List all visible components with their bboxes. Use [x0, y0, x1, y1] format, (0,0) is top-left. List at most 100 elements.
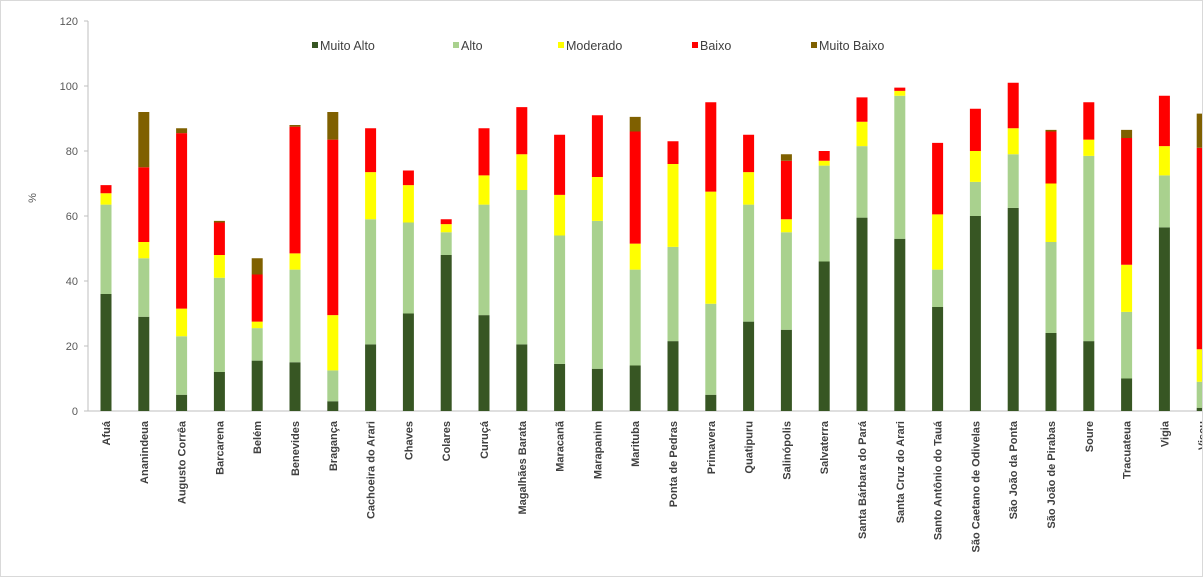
- bar-segment: [440, 255, 452, 411]
- bar-segment: [176, 336, 188, 395]
- bar-segment: [1121, 311, 1133, 379]
- bar-segment: [969, 108, 981, 151]
- bar-segment: [969, 151, 981, 182]
- x-tick-label: Chaves: [403, 421, 415, 460]
- legend-label: Muito Baixo: [819, 39, 884, 53]
- bar-segment: [478, 175, 490, 205]
- bar-segment: [251, 321, 263, 329]
- legend-swatch: [811, 42, 817, 48]
- bar-segment: [176, 128, 188, 134]
- y-tick-label: 100: [60, 81, 78, 93]
- bar-segment: [213, 277, 225, 372]
- x-tick-label: Bragança: [328, 420, 340, 471]
- bar-segment: [1083, 341, 1095, 411]
- bar-segment: [780, 219, 792, 233]
- bar-segment: [516, 190, 528, 345]
- bar-segment: [1083, 139, 1095, 156]
- bar-segment: [1196, 407, 1203, 411]
- x-tick-label: Santo Antônio do Tauá: [933, 420, 945, 540]
- bar-segment: [667, 341, 679, 411]
- bar-segment: [780, 232, 792, 330]
- bar-segment: [478, 315, 490, 411]
- bar-segment: [440, 219, 452, 225]
- bar-segment: [1007, 82, 1019, 129]
- bar-segment: [1196, 349, 1203, 382]
- bar-segment: [138, 242, 150, 259]
- bar-segment: [1083, 102, 1095, 140]
- x-tick-label: Ananindeua: [139, 420, 151, 484]
- bar-segment: [402, 185, 414, 223]
- bar-segment: [1007, 207, 1019, 411]
- x-tick-label: Tracuateua: [1122, 420, 1134, 479]
- x-tick-label: São João de Pirabas: [1046, 421, 1058, 529]
- bar-segment: [591, 115, 603, 177]
- bar-segment: [327, 315, 339, 371]
- y-axis-label: %: [27, 193, 39, 203]
- bar-segment: [856, 146, 868, 218]
- bar-segment: [100, 193, 112, 205]
- bar-segment: [932, 269, 944, 307]
- x-tick-label: São Caetano de Odivelas: [970, 421, 982, 552]
- bar-segment: [667, 164, 679, 247]
- bar-segment: [402, 222, 414, 314]
- legend-swatch: [453, 42, 459, 48]
- x-tick-label: Vigia: [1159, 420, 1171, 447]
- bar-segment: [818, 261, 830, 411]
- bar-segment: [818, 165, 830, 262]
- bar-segment: [213, 372, 225, 411]
- bar-segment: [743, 204, 755, 322]
- bar-segment: [629, 116, 641, 132]
- bar-segment: [289, 125, 301, 127]
- bar-segment: [1121, 138, 1133, 265]
- bar-segment: [402, 170, 414, 186]
- bar-segment: [856, 97, 868, 122]
- y-tick-label: 120: [60, 16, 78, 28]
- bar-segment: [969, 216, 981, 411]
- bar-segment: [289, 126, 301, 254]
- bar-segment: [327, 112, 339, 140]
- bar-segment: [705, 303, 717, 395]
- bar-segment: [1045, 131, 1057, 184]
- bar-segment: [365, 219, 377, 345]
- bar-segment: [440, 224, 452, 233]
- bar-segment: [327, 401, 339, 411]
- bar-segment: [478, 204, 490, 316]
- bar-segment: [440, 232, 452, 255]
- bar-segment: [516, 154, 528, 190]
- bar-segment: [705, 394, 717, 411]
- bar-segment: [138, 167, 150, 242]
- legend-swatch: [558, 42, 564, 48]
- bar-segment: [743, 172, 755, 205]
- bar-segment: [1007, 154, 1019, 208]
- bar-segment: [176, 133, 188, 309]
- legend-label: Muito Alto: [320, 39, 375, 53]
- bar-segment: [554, 194, 566, 236]
- x-tick-label: Augusto Corrêa: [177, 420, 189, 504]
- bar-segment: [1158, 175, 1170, 228]
- x-tick-label: Quatipuru: [744, 421, 756, 474]
- y-tick-label: 40: [66, 276, 78, 288]
- bar-segment: [100, 204, 112, 294]
- x-tick-label: Salinópolis: [781, 421, 793, 480]
- x-tick-label: Curuçá: [479, 420, 491, 459]
- bar-segment: [667, 246, 679, 342]
- bar-segment: [516, 344, 528, 411]
- x-tick-label: Primavera: [706, 420, 718, 474]
- bar-segment: [251, 274, 263, 322]
- bar-segment: [1121, 129, 1133, 138]
- bar-segment: [1158, 95, 1170, 147]
- bar-segment: [213, 220, 225, 223]
- x-tick-label: Ponta de Pedras: [668, 421, 680, 507]
- bar-segment: [213, 222, 225, 255]
- x-tick-label: Magalhães Barata: [517, 420, 529, 514]
- bar-segment: [1083, 155, 1095, 342]
- bar-segment: [705, 191, 717, 304]
- legend-swatch: [692, 42, 698, 48]
- bar-segment: [705, 102, 717, 192]
- bar-segment: [289, 269, 301, 363]
- bar-segment: [629, 269, 641, 366]
- bar-segment: [818, 160, 830, 166]
- bar-segment: [1007, 128, 1019, 155]
- x-tick-label: Benevides: [290, 421, 302, 476]
